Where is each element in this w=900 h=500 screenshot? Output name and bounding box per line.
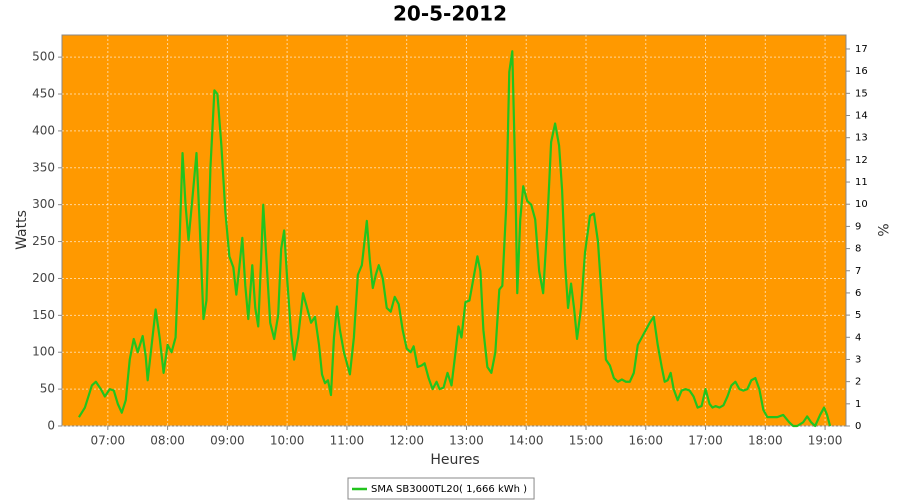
x-tick-label: 08:00 — [150, 434, 185, 448]
y2-tick-label: 8 — [855, 244, 861, 255]
y-tick-label: 100 — [32, 345, 55, 359]
y2-tick-label: 12 — [855, 155, 868, 166]
y2-tick-label: 5 — [855, 310, 861, 321]
y2-tick-label: 2 — [855, 377, 861, 388]
x-tick-label: 14:00 — [509, 434, 544, 448]
x-tick-label: 16:00 — [628, 434, 663, 448]
y2-tick-label: 17 — [855, 44, 868, 55]
y2-tick-label: 10 — [855, 199, 868, 210]
x-tick-label: 11:00 — [330, 434, 365, 448]
y-tick-label: 200 — [32, 271, 55, 285]
y-axis-label: Watts — [14, 210, 30, 250]
y2-tick-label: 11 — [855, 177, 868, 188]
y2-tick-label: 15 — [855, 88, 868, 99]
y2-tick-label: 0 — [855, 421, 861, 432]
y2-tick-label: 1 — [855, 399, 861, 410]
legend-box — [347, 477, 535, 500]
x-axis-label: Heures — [430, 452, 479, 468]
y2-tick-label: 9 — [855, 221, 861, 232]
chart-title: 20-5-2012 — [393, 2, 507, 26]
x-tick-label: 17:00 — [688, 434, 723, 448]
y-tick-label: 450 — [32, 87, 55, 101]
legend-label: SMA SB3000TL20( 1,666 kWh ) — [371, 484, 527, 495]
x-tick-label: 18:00 — [748, 434, 783, 448]
y-tick-label: 50 — [40, 382, 55, 396]
y2-axis-label: % — [874, 223, 890, 236]
y2-tick-label: 7 — [855, 266, 861, 277]
y-tick-label: 0 — [47, 419, 55, 433]
x-tick-label: 07:00 — [91, 434, 126, 448]
y-tick-label: 500 — [32, 50, 55, 64]
y2-tick-label: 14 — [855, 111, 868, 122]
x-tick-label: 15:00 — [569, 434, 604, 448]
y-tick-label: 350 — [32, 160, 55, 174]
y-tick-label: 150 — [32, 308, 55, 322]
x-tick-label: 09:00 — [210, 434, 245, 448]
x-tick-label: 12:00 — [389, 434, 424, 448]
x-tick-label: 19:00 — [808, 434, 843, 448]
y-tick-label: 300 — [32, 197, 55, 211]
series-line — [78, 50, 832, 428]
y2-tick-label: 13 — [855, 133, 868, 144]
legend-item: SMA SB3000TL20( 1,666 kWh ) — [347, 477, 535, 500]
y-tick-label: 400 — [32, 123, 55, 137]
y-tick-label: 250 — [32, 234, 55, 248]
x-tick-label: 13:00 — [449, 434, 484, 448]
x-tick-label: 10:00 — [270, 434, 305, 448]
y2-tick-label: 16 — [855, 66, 868, 77]
y2-tick-label: 4 — [855, 332, 861, 343]
y2-tick-label: 3 — [855, 354, 861, 365]
y2-tick-label: 6 — [855, 288, 861, 299]
